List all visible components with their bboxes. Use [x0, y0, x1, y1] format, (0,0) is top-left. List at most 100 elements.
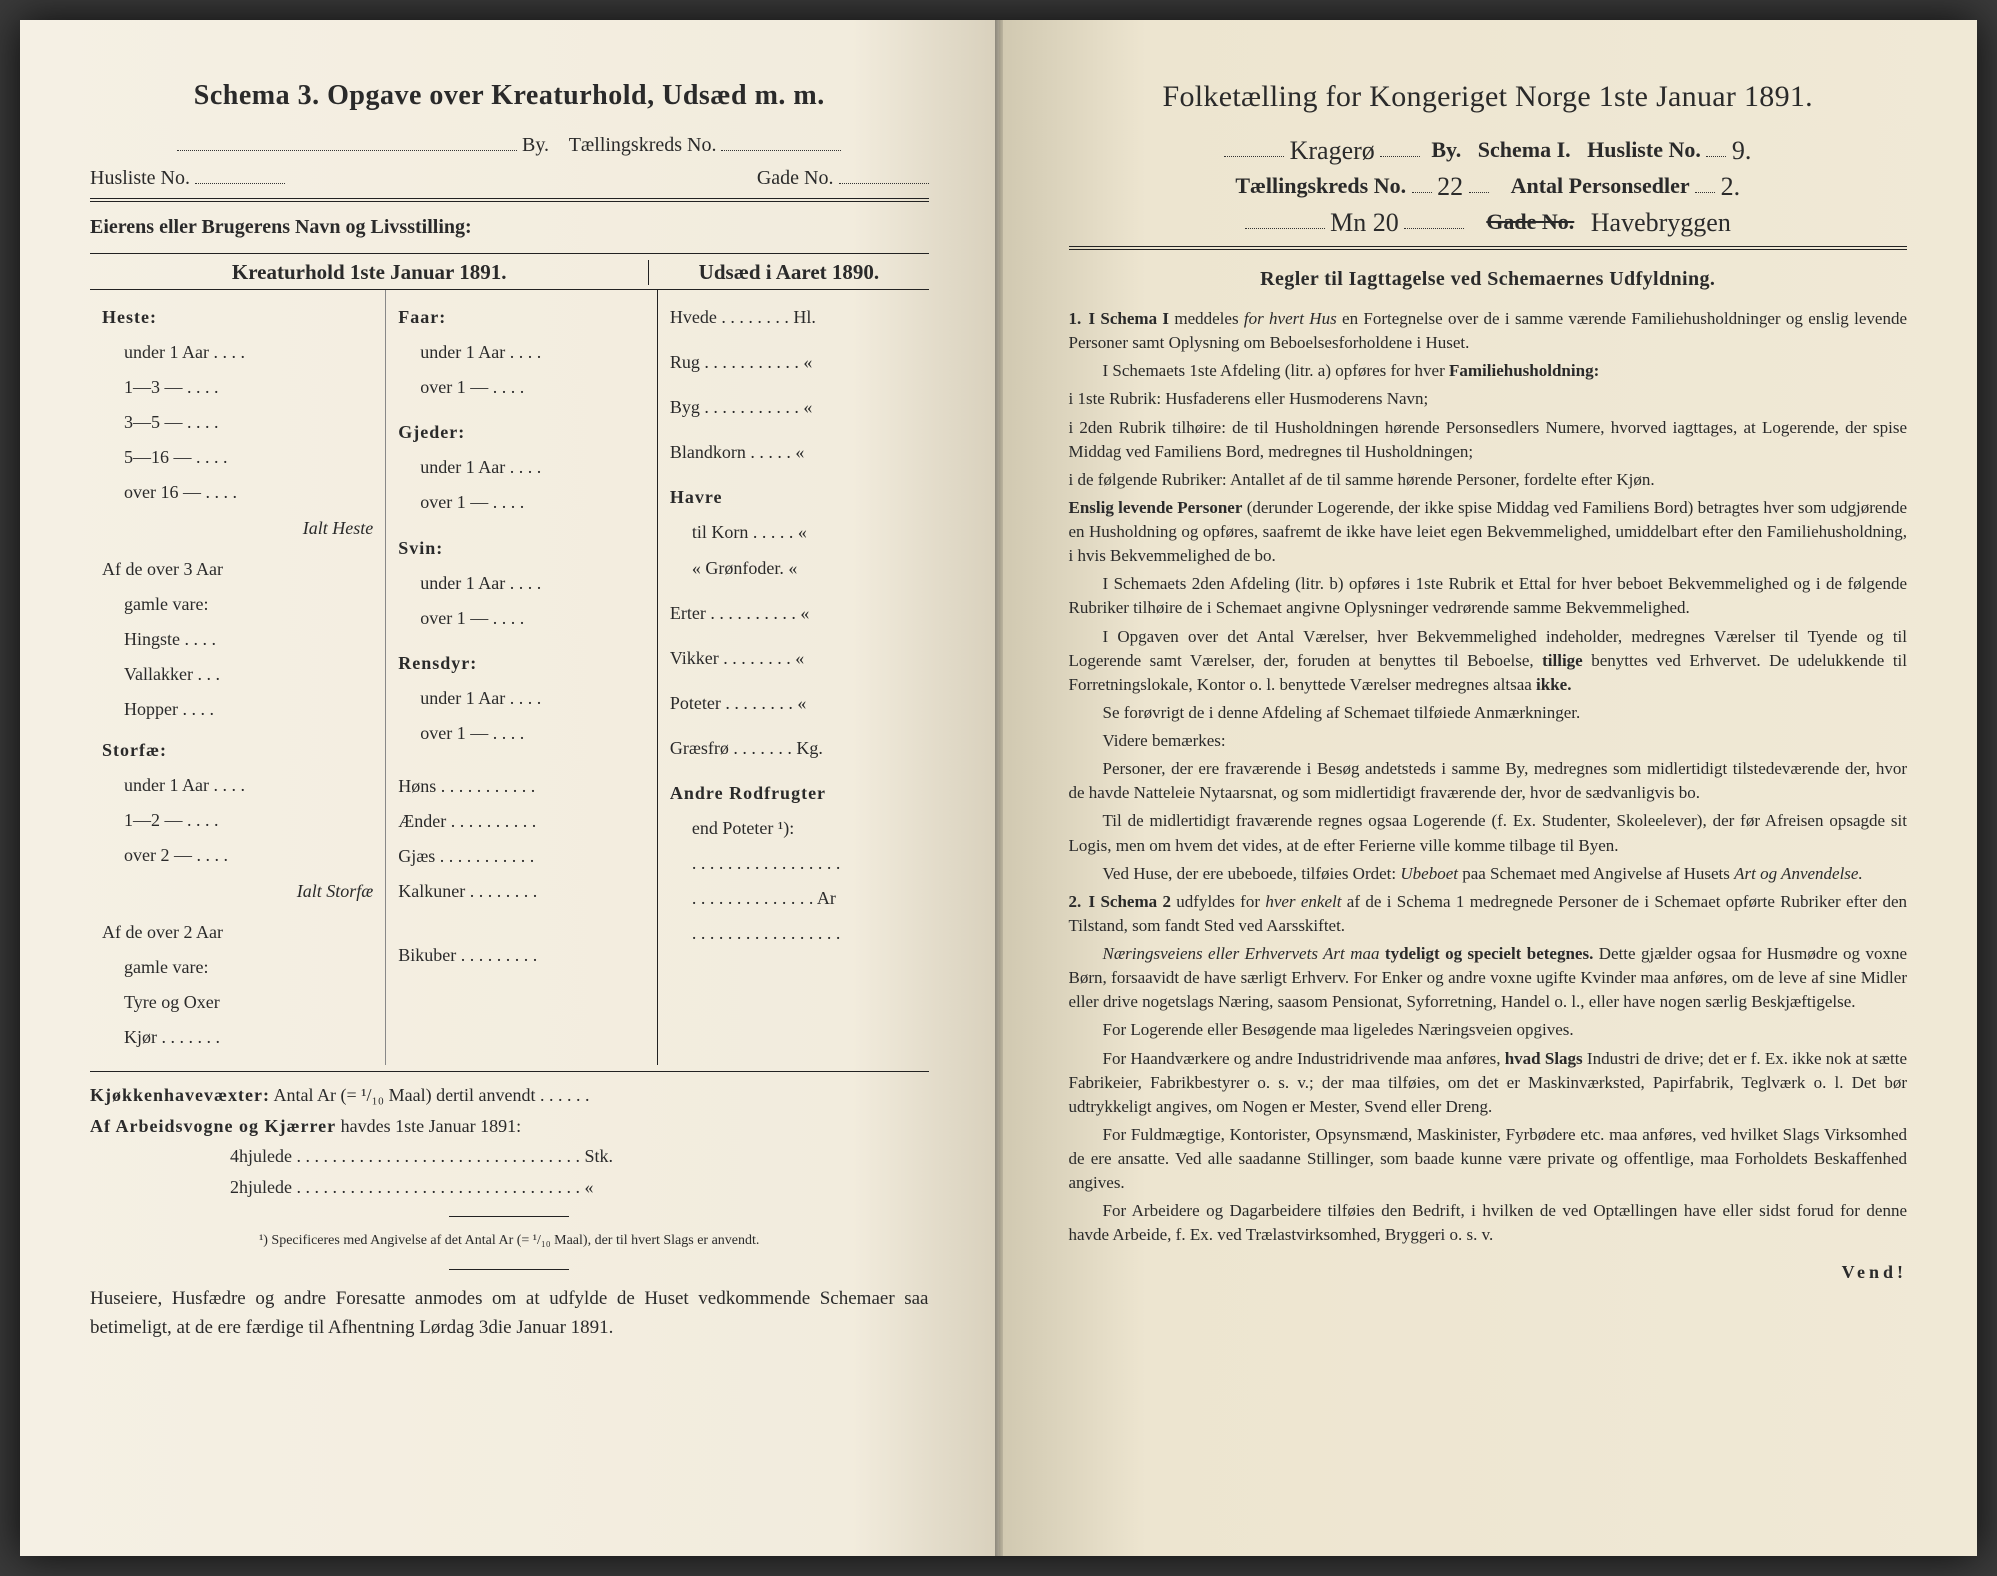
r-p6a: Enslig levende Personer [1069, 498, 1243, 517]
gamle2-r0: Tyre og Oxer [102, 985, 373, 1020]
r-p1c: for hvert Hus [1244, 309, 1337, 328]
kreds-val: 22 [1437, 172, 1463, 202]
gade-blank [839, 183, 929, 184]
r-p8d: ikke. [1536, 675, 1571, 694]
r-p13a: Ved Huse, der ere ubeboede, tilføies Ord… [1103, 864, 1401, 883]
gamle: gamle vare: [102, 587, 373, 622]
erter: Erter . . . . . . . . . . « [670, 596, 917, 631]
r-p3: i 1ste Rubrik: Husfaderens eller Husmode… [1069, 387, 1908, 411]
left-page: Schema 3. Opgave over Kreaturhold, Udsæd… [20, 20, 999, 1556]
heste-r0: under 1 Aar . . . . [102, 335, 373, 370]
form-row-3: Mn 20 Gade No. Havebryggen [1069, 206, 1908, 236]
sep-short-2 [449, 1269, 569, 1270]
hons: Høns . . . . . . . . . . . [398, 769, 645, 804]
gade-label-strike: Gade No. [1486, 209, 1574, 234]
af3: Af de over 3 Aar [102, 552, 373, 587]
gamle-r0: Hingste . . . . [102, 622, 373, 657]
col-b: Faar: under 1 Aar . . . . over 1 — . . .… [385, 290, 657, 1065]
storfae-r1: 1—2 — . . . . [102, 803, 373, 838]
col-a: Heste: under 1 Aar . . . . 1—3 — . . . .… [90, 290, 385, 1065]
r-p17b: hvad Slags [1505, 1049, 1583, 1068]
r-p5: i de følgende Rubriker: Antallet af de t… [1069, 468, 1908, 492]
vend-label: Vend! [1069, 1262, 1908, 1283]
r-p14b: udfyldes for [1171, 892, 1265, 911]
havre-r0: til Korn . . . . . « [670, 515, 917, 550]
divider-thin [90, 253, 929, 254]
r-p14c: hver enkelt [1265, 892, 1341, 911]
bikuber: Bikuber . . . . . . . . . [398, 938, 645, 973]
storfae-r2: over 2 — . . . . [102, 838, 373, 873]
by-label-r: By. [1431, 137, 1461, 162]
form-row-1: Kragerø By. Schema I. Husliste No. 9. [1069, 134, 1908, 164]
owner-label: Eierens eller Brugerens Navn og Livsstil… [90, 216, 929, 239]
r-p2: I Schemaets 1ste Afdeling (litr. a) opfø… [1103, 361, 1450, 380]
arbeids-rest: havdes 1ste Januar 1891: [341, 1116, 521, 1136]
head-udsaed: Udsæd i Aaret 1890. [648, 260, 928, 285]
form-row-2: Tællingskreds No. 22 Antal Personsedler … [1069, 170, 1908, 200]
rules-body: 1.I Schema I meddeles for hvert Hus en F… [1069, 307, 1908, 1248]
husliste-blank [195, 183, 285, 184]
heste-r1: 1—3 — . . . . [102, 370, 373, 405]
gamle2-r1: Kjør . . . . . . . [102, 1020, 373, 1055]
havre-head: Havre [670, 480, 917, 515]
husliste-label-r: Husliste No. [1587, 137, 1701, 162]
rensdyr-r0: under 1 Aar . . . . [398, 681, 645, 716]
census-book-spread: Schema 3. Opgave over Kreaturhold, Udsæd… [20, 20, 1977, 1556]
r-p12: Til de midlertidigt fraværende regnes og… [1069, 809, 1908, 857]
arbeids-label: Af Arbeidsvogne og Kjærrer [90, 1116, 336, 1136]
by-blank [177, 150, 517, 151]
r-p16: For Logerende eller Besøgende maa ligele… [1069, 1018, 1908, 1042]
book-spine [995, 20, 1003, 1556]
r-p13b: Ubeboet [1400, 864, 1458, 883]
r-p15b: tydeligt og specielt betegnes. [1385, 944, 1593, 963]
svin-r0: under 1 Aar . . . . [398, 566, 645, 601]
gamle-r2: Hopper . . . . [102, 692, 373, 727]
r-p7: I Schemaets 2den Afdeling (litr. b) opfø… [1069, 572, 1908, 620]
faar-r0: under 1 Aar . . . . [398, 335, 645, 370]
husliste-gade-line: Husliste No. Gade No. [90, 167, 929, 190]
blandkorn: Blandkorn . . . . . « [670, 435, 917, 470]
by-label: By. [522, 134, 549, 156]
footer-para: Huseiere, Husfædre og andre Foresatte an… [90, 1284, 929, 1343]
gade-label: Gade No. [757, 167, 834, 189]
r-p11: Personer, der ere fraværende i Besøg and… [1069, 757, 1908, 805]
antal-label: Antal Personsedler [1511, 173, 1690, 198]
table-header-row: Kreaturhold 1ste Januar 1891. Udsæd i Aa… [90, 260, 929, 285]
gjaes: Gjæs . . . . . . . . . . . [398, 839, 645, 874]
kjokken-label: Kjøkkenhavevæxter: [90, 1085, 270, 1105]
divider-thin-2 [90, 1071, 929, 1072]
divider [90, 198, 929, 202]
andre-r1: . . . . . . . . . . . . . . . . . [670, 846, 917, 881]
heste-head: Heste: [102, 300, 373, 335]
r-p4: i 2den Rubrik tilhøire: de til Husholdni… [1069, 416, 1908, 464]
byg: Byg . . . . . . . . . . . « [670, 390, 917, 425]
heste-r4: over 16 — . . . . [102, 475, 373, 510]
gjeder-head: Gjeder: [398, 415, 645, 450]
gjeder-r1: over 1 — . . . . [398, 485, 645, 520]
heste-r2: 3—5 — . . . . [102, 405, 373, 440]
faar-r1: over 1 — . . . . [398, 370, 645, 405]
hvede: Hvede . . . . . . . . Hl. [670, 300, 917, 335]
storfae-r0: under 1 Aar . . . . [102, 768, 373, 803]
regler-heading: Regler til Iagttagelse ved Schemaernes U… [1069, 268, 1908, 291]
ialt-heste: Ialt Heste [303, 518, 373, 538]
r4: 4hjulede . . . . . . . . . . . . . . . .… [90, 1141, 929, 1172]
schema3-title: Schema 3. Opgave over Kreaturhold, Udsæd… [90, 80, 929, 112]
r-p14a: I Schema 2 [1089, 892, 1171, 911]
kjokken-rest: Antal Ar (= ¹/₁₀ Maal) dertil anvendt . … [274, 1085, 590, 1105]
kreds-label-r: Tællingskreds No. [1235, 173, 1406, 198]
andre-r0: end Poteter ¹): [670, 811, 917, 846]
r-p1a: I Schema I [1089, 309, 1170, 328]
r-p2b: Familiehusholdning: [1449, 361, 1599, 380]
r-p9: Se forøvrigt de i denne Afdeling af Sche… [1069, 701, 1908, 725]
af2: Af de over 2 Aar [102, 915, 373, 950]
r2: 2hjulede . . . . . . . . . . . . . . . .… [90, 1172, 929, 1203]
kalkuner: Kalkuner . . . . . . . . [398, 874, 645, 909]
storfae-head: Storfæ: [102, 733, 373, 768]
main-table: Heste: under 1 Aar . . . . 1—3 — . . . .… [90, 289, 929, 1065]
census-title: Folketælling for Kongeriget Norge 1ste J… [1069, 80, 1908, 114]
sep-short-1 [449, 1216, 569, 1217]
svin-head: Svin: [398, 531, 645, 566]
gjeder-r0: under 1 Aar . . . . [398, 450, 645, 485]
right-page: Folketælling for Kongeriget Norge 1ste J… [999, 20, 1978, 1556]
